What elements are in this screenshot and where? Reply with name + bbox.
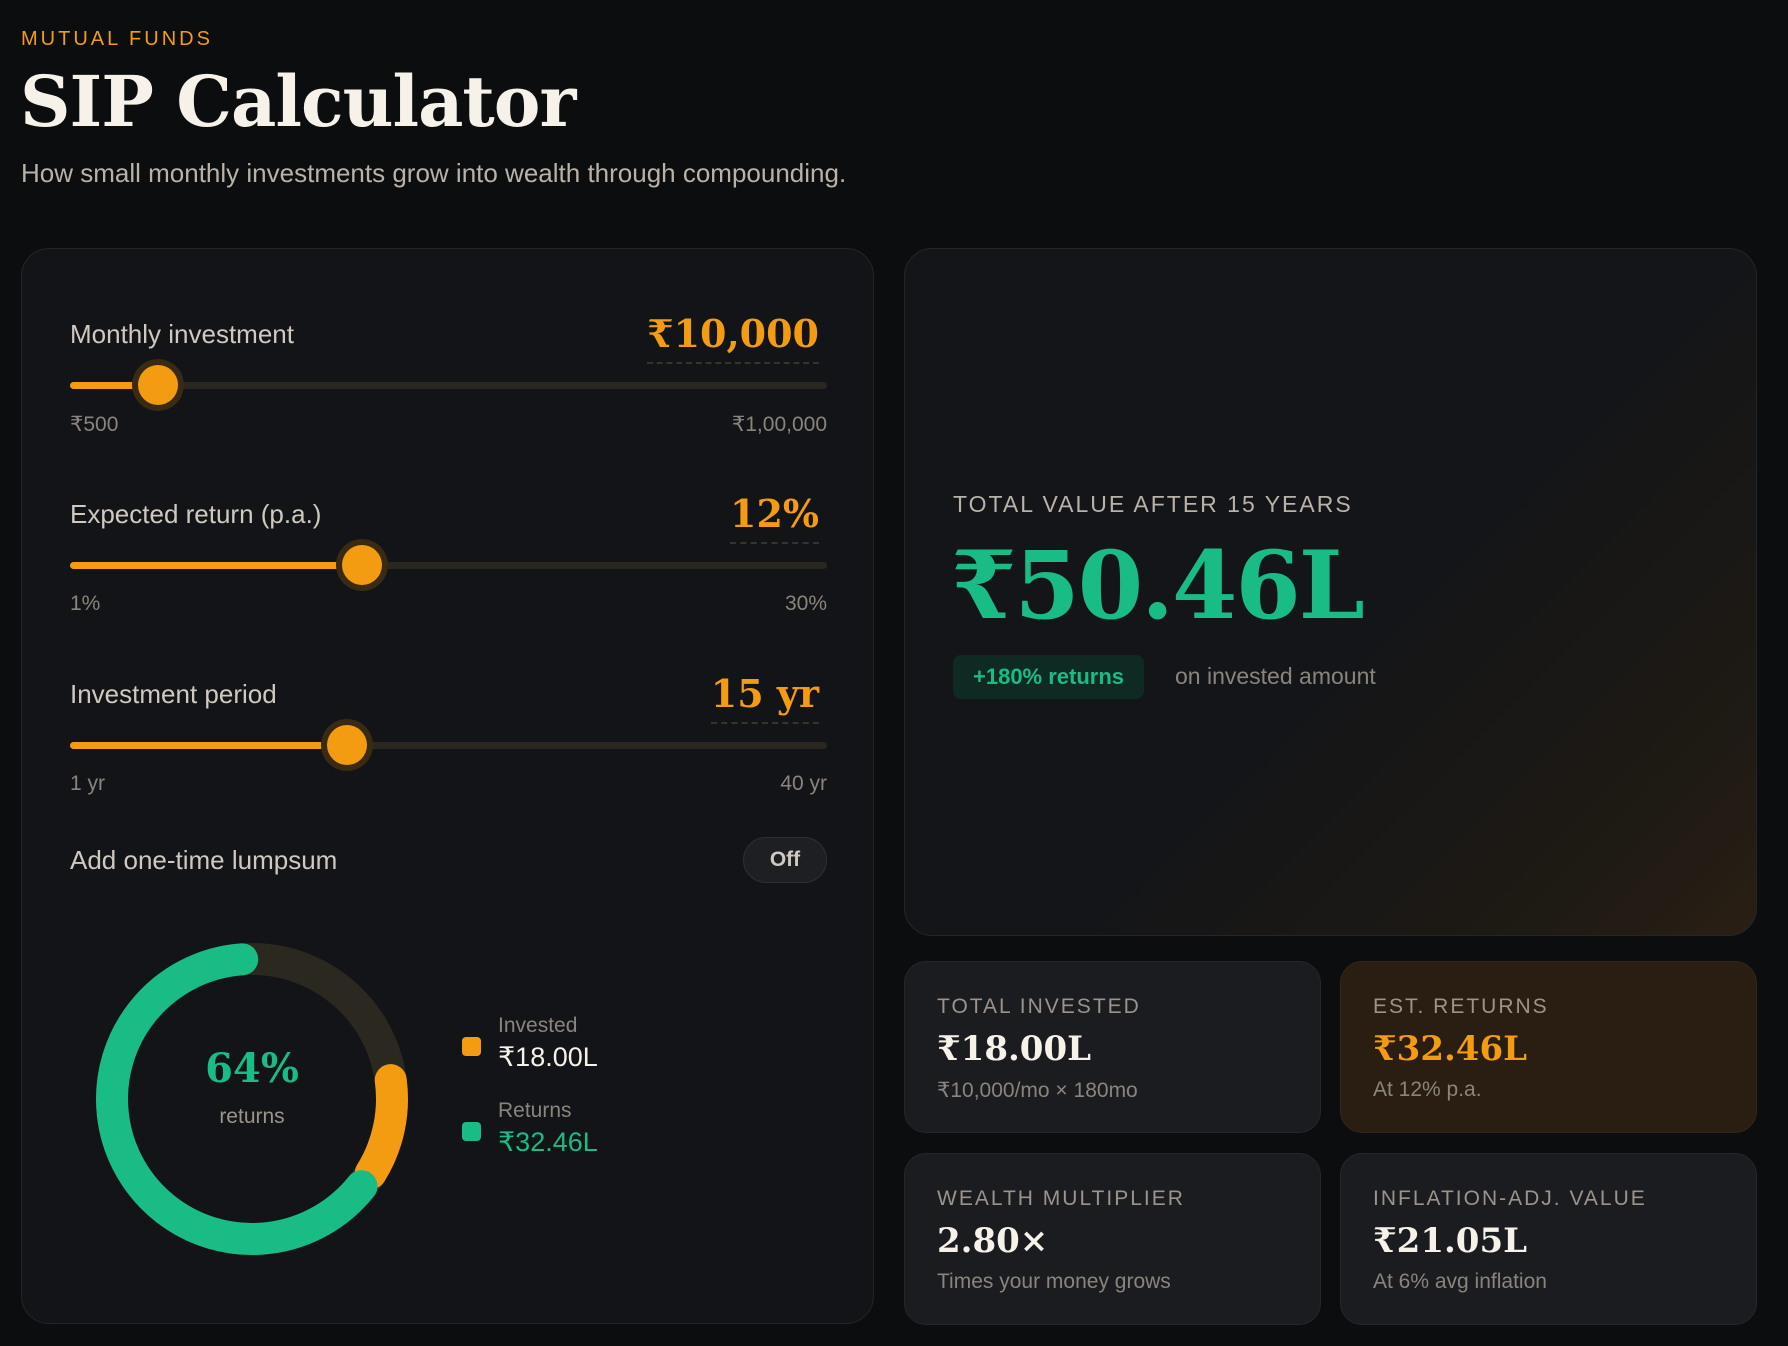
returns-note: on invested amount xyxy=(1175,663,1376,689)
legend-name: Invested xyxy=(498,1014,578,1037)
slider-thumb[interactable] xyxy=(137,365,178,405)
section-eyebrow: MUTUAL FUNDS xyxy=(21,28,213,50)
page-subtitle: How small monthly investments grow into … xyxy=(21,158,847,188)
slider-label: Monthly investment xyxy=(70,319,294,349)
page-title: SIP Calculator xyxy=(20,60,576,143)
donut-returns-arc xyxy=(96,943,408,1255)
monthly-investment-slider[interactable] xyxy=(70,365,827,405)
donut-sublabel: returns xyxy=(219,1105,285,1128)
slider-min-label: 1 yr xyxy=(70,772,106,795)
slider-fill xyxy=(70,382,158,389)
donut-percent: 64% xyxy=(205,1045,299,1092)
total-value-amount: ₹50.46L xyxy=(951,531,1365,641)
slider-fill xyxy=(70,562,363,569)
slider-label: Expected return (p.a.) xyxy=(70,499,322,529)
expected-return-value[interactable]: 12% xyxy=(730,491,819,544)
slider-max-label: ₹1,00,000 xyxy=(731,413,827,436)
donut-invested-arc xyxy=(95,943,408,1255)
calculator-inputs-card: Monthly investment ₹10,000 ₹500 ₹1,00,00… xyxy=(21,248,874,1324)
stat-label: EST. RETURNS xyxy=(1373,995,1549,1018)
stat-sub: At 6% avg inflation xyxy=(1373,1270,1547,1293)
stat-total-invested: TOTAL INVESTED ₹18.00L ₹10,000/mo × 180m… xyxy=(904,961,1321,1133)
slider-label: Investment period xyxy=(70,679,277,709)
investment-period-value[interactable]: 15 yr xyxy=(710,671,819,724)
slider-thumb[interactable] xyxy=(327,725,368,765)
slider-max-label: 40 yr xyxy=(780,772,827,795)
stat-label: WEALTH MULTIPLIER xyxy=(937,1187,1185,1210)
lumpsum-toggle[interactable]: Off xyxy=(743,837,827,883)
legend-value: ₹32.46L xyxy=(498,1127,598,1157)
stat-inflation-adjusted: INFLATION-ADJ. VALUE ₹21.05L At 6% avg i… xyxy=(1340,1153,1757,1325)
legend-value: ₹18.00L xyxy=(498,1042,598,1072)
total-value-label: TOTAL VALUE AFTER 15 YEARS xyxy=(953,491,1353,517)
stat-label: INFLATION-ADJ. VALUE xyxy=(1373,1187,1647,1210)
investment-period-slider[interactable] xyxy=(70,725,827,765)
slider-min-label: 1% xyxy=(70,592,101,615)
returns-badge: +180% returns xyxy=(953,655,1145,699)
slider-min-label: ₹500 xyxy=(70,413,119,436)
stat-value: ₹32.46L xyxy=(1373,1029,1528,1069)
monthly-investment-value[interactable]: ₹10,000 xyxy=(647,311,819,364)
stat-sub: At 12% p.a. xyxy=(1373,1078,1482,1101)
expected-return-slider[interactable] xyxy=(70,545,827,585)
stat-est-returns: EST. RETURNS ₹32.46L At 12% p.a. xyxy=(1340,961,1757,1133)
slider-max-label: 30% xyxy=(784,592,827,615)
stat-value: 2.80× xyxy=(937,1221,1049,1261)
legend-swatch-invested xyxy=(462,1037,481,1056)
legend-name: Returns xyxy=(498,1099,572,1122)
stat-sub: ₹10,000/mo × 180mo xyxy=(937,1079,1138,1102)
stat-wealth-multiplier: WEALTH MULTIPLIER 2.80× Times your money… xyxy=(904,1153,1321,1325)
stat-value: ₹21.05L xyxy=(1373,1221,1528,1261)
stat-label: TOTAL INVESTED xyxy=(937,995,1141,1018)
total-value-card: TOTAL VALUE AFTER 15 YEARS ₹50.46L +180%… xyxy=(904,248,1757,936)
legend-swatch-returns xyxy=(462,1122,481,1141)
slider-fill xyxy=(70,742,348,749)
slider-thumb[interactable] xyxy=(342,545,383,585)
stat-sub: Times your money grows xyxy=(937,1270,1171,1293)
donut-svg xyxy=(95,943,408,1255)
returns-donut-chart: 64% returns xyxy=(90,937,414,1261)
lumpsum-label: Add one-time lumpsum xyxy=(70,845,338,875)
stat-value: ₹18.00L xyxy=(937,1029,1092,1069)
